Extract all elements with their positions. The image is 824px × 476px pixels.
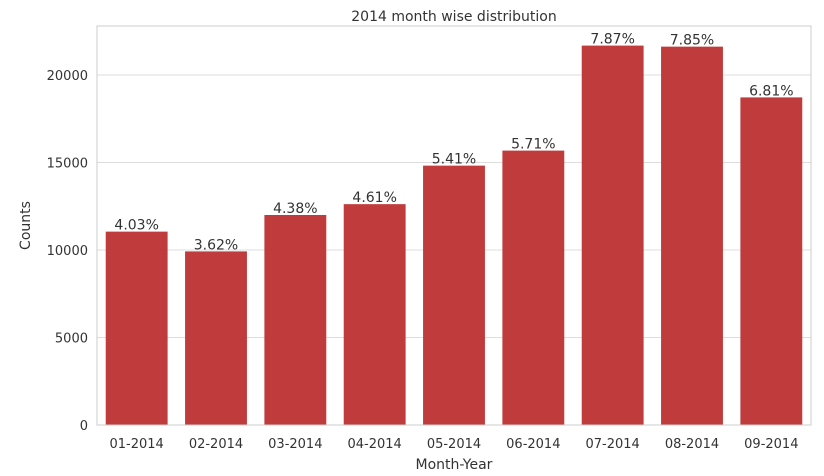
bar bbox=[740, 97, 803, 426]
bar bbox=[502, 150, 565, 425]
y-tick-label: 10000 bbox=[47, 244, 88, 259]
bar-data-label: 5.41% bbox=[432, 152, 476, 168]
bar bbox=[581, 45, 644, 425]
x-tick-label: 03-2014 bbox=[268, 437, 322, 452]
x-tick-label: 02-2014 bbox=[189, 437, 243, 452]
bars bbox=[105, 45, 803, 426]
ticks: 0 5000 10000 15000 20000 01-2014 02-2014 03-201… bbox=[47, 69, 799, 452]
bar-data-label: 7.87% bbox=[590, 32, 634, 48]
y-tick-label: 5000 bbox=[55, 332, 88, 347]
bar-data-label: 6.81% bbox=[749, 83, 793, 99]
x-tick-label: 09-2014 bbox=[744, 437, 798, 452]
x-tick-label: 01-2014 bbox=[110, 437, 164, 452]
bar bbox=[105, 231, 168, 425]
plot-frame bbox=[96, 25, 812, 426]
y-tick-label: 15000 bbox=[47, 157, 88, 172]
bar-data-label: 3.62% bbox=[194, 237, 238, 253]
x-tick-label: 06-2014 bbox=[506, 437, 560, 452]
bar bbox=[343, 204, 406, 425]
y-tick-label: 20000 bbox=[47, 69, 88, 84]
bar-data-label: 7.85% bbox=[670, 33, 714, 49]
bar-data-label: 4.38% bbox=[273, 201, 317, 217]
y-axis-label: Counts bbox=[18, 201, 34, 250]
x-tick-label: 07-2014 bbox=[586, 437, 640, 452]
y-tick-label: 0 bbox=[80, 419, 88, 434]
bar bbox=[264, 215, 327, 425]
x-tick-label: 05-2014 bbox=[427, 437, 481, 452]
chart-title: 2014 month wise distribution bbox=[351, 9, 556, 25]
bar bbox=[185, 251, 247, 425]
bar-data-label: 5.71% bbox=[511, 137, 555, 153]
bar-data-label: 4.03% bbox=[114, 218, 158, 234]
bar bbox=[661, 46, 723, 426]
x-axis-label: Month-Year bbox=[416, 457, 493, 473]
x-tick-label: 08-2014 bbox=[665, 437, 719, 452]
bar-data-label: 4.61% bbox=[352, 190, 396, 206]
x-tick-label: 04-2014 bbox=[348, 437, 402, 452]
data-labels: 4.03% 3.62% 4.38% 4.61% 5.41% 5.71% 7.87% 7.85%… bbox=[114, 32, 793, 254]
bar bbox=[423, 165, 485, 425]
